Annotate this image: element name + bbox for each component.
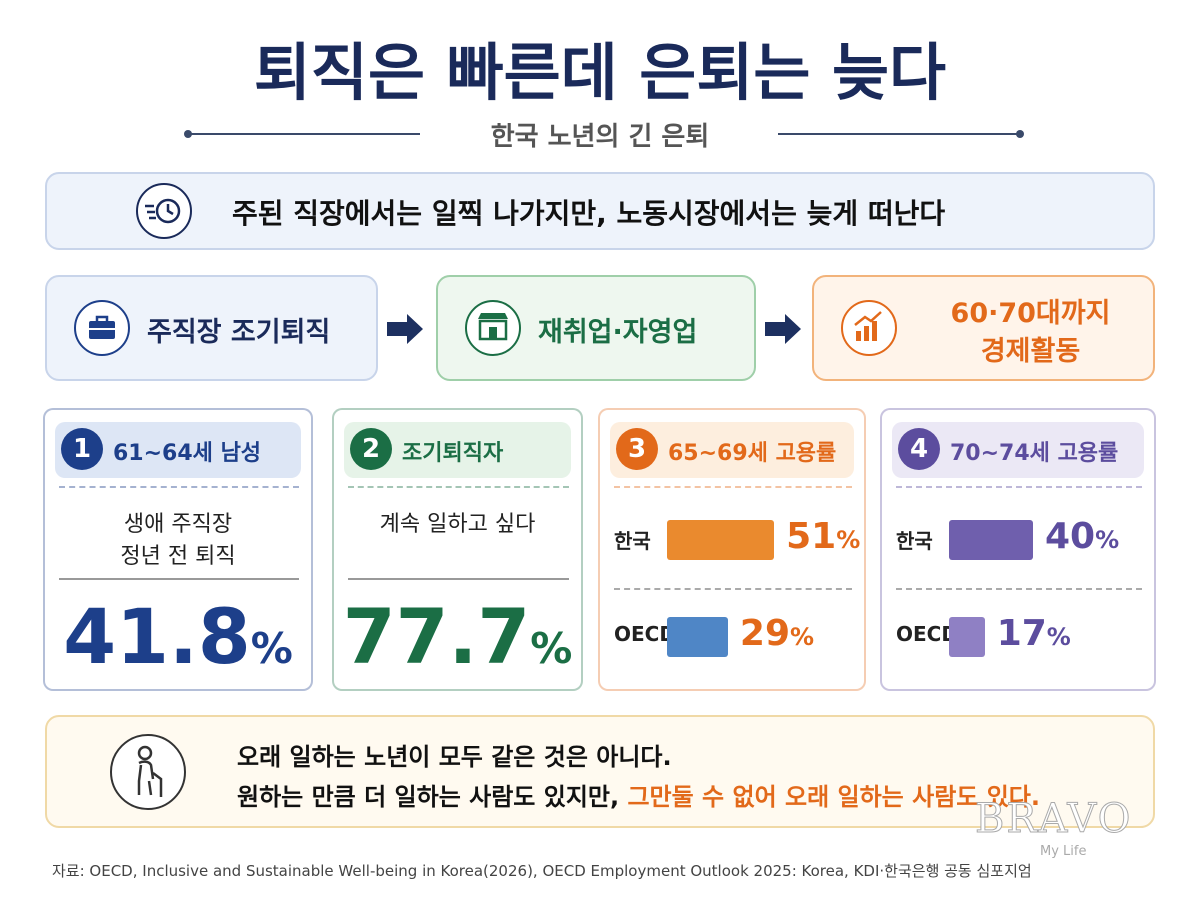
bar-label: OECD <box>614 622 676 646</box>
step-arrows <box>387 314 801 344</box>
divider <box>896 588 1142 590</box>
bar <box>949 617 985 657</box>
step-icon <box>841 300 897 356</box>
banner-text: 주된 직장에서는 일찍 나가지만, 노동시장에서는 늦게 떠난다 <box>232 197 946 230</box>
bar-value-wrap: 17% <box>997 613 1071 654</box>
step-text: 경제활동 <box>980 336 1081 367</box>
bar-value-wrap: 51% <box>786 516 860 557</box>
bar <box>949 520 1033 560</box>
card-desc: 계속 일하고 싶다 <box>379 512 536 537</box>
divider <box>896 486 1142 488</box>
bar-unit: % <box>790 623 815 651</box>
divider <box>614 588 852 590</box>
bar-value: 29 <box>739 613 790 654</box>
card-header: 1 61~64세 남성 <box>55 422 301 478</box>
note-line1: 오래 일하는 노년이 모두 같은 것은 아니다. <box>237 743 672 771</box>
card-number: 4 <box>898 428 940 470</box>
bar-unit: % <box>836 526 861 554</box>
divider <box>614 486 852 488</box>
card-number: 1 <box>61 428 103 470</box>
card-label: 61~64세 남성 <box>113 441 262 466</box>
bar-value: 40 <box>1045 516 1096 557</box>
bar-value-wrap: 29% <box>740 613 814 654</box>
bar <box>667 617 728 657</box>
step-icon <box>465 300 521 356</box>
card-header: 4 70~74세 고용률 <box>892 422 1144 478</box>
note-highlight: 그만둘 수 없어 오래 일하는 사람도 있다. <box>627 783 1040 811</box>
bar-unit: % <box>1095 526 1120 554</box>
card-header: 3 65~69세 고용률 <box>610 422 854 478</box>
banner: 주된 직장에서는 일찍 나가지만, 노동시장에서는 늦게 떠난다 <box>45 172 1155 250</box>
note-line2: 원하는 만큼 더 일하는 사람도 있지만, 그만둘 수 없어 오래 일하는 사람… <box>237 777 1040 812</box>
step-box: 재취업·자영업 <box>436 275 756 381</box>
bar-label: 한국 <box>896 529 933 553</box>
subtitle: 한국 노년의 긴 은퇴 <box>490 122 710 152</box>
card-desc: 생애 주직장 <box>123 512 233 537</box>
note-text: 원하는 만큼 더 일하는 사람도 있지만, <box>237 783 628 811</box>
card-unit: % <box>250 624 293 673</box>
divider <box>348 578 569 580</box>
card-number: 2 <box>350 428 392 470</box>
divider <box>348 486 569 488</box>
step-text: 60·70대까지 <box>950 298 1111 329</box>
card-label: 조기퇴직자 <box>402 441 504 466</box>
subtitle-rule <box>184 130 1024 138</box>
card-value-wrap: 77.7% <box>334 592 581 681</box>
bar-value: 51 <box>786 516 837 557</box>
bar-value-wrap: 40% <box>1045 516 1119 557</box>
card-desc: 정년 전 퇴직 <box>120 544 236 569</box>
step-text: 주직장 조기퇴직 <box>147 317 331 348</box>
card-value-wrap: 41.8% <box>45 592 311 681</box>
divider <box>59 486 299 488</box>
elder-icon <box>110 734 186 810</box>
step-icon <box>74 300 130 356</box>
card-value: 41.8 <box>63 592 251 681</box>
watermark-tagline: My Life <box>1040 844 1087 859</box>
clock-icon <box>136 183 192 239</box>
bar-label: 한국 <box>614 529 651 553</box>
note-box: 오래 일하는 노년이 모두 같은 것은 아니다. 원하는 만큼 더 일하는 사람… <box>45 715 1155 828</box>
divider <box>59 578 299 580</box>
title: 퇴직은 빠른데 은퇴는 늦다 <box>253 36 947 109</box>
card-label: 70~74세 고용률 <box>950 441 1119 466</box>
card-label: 65~69세 고용률 <box>668 441 837 466</box>
card-value: 77.7 <box>342 592 531 681</box>
card-unit: % <box>530 624 573 673</box>
step-box: 주직장 조기퇴직 <box>45 275 378 381</box>
bar-value: 17 <box>996 613 1047 654</box>
card-number: 3 <box>616 428 658 470</box>
card-header: 2 조기퇴직자 <box>344 422 571 478</box>
bar-label: OECD <box>896 622 958 646</box>
bar-unit: % <box>1046 623 1071 651</box>
watermark-brand: BRAVO <box>974 796 1133 843</box>
source: 자료: OECD, Inclusive and Sustainable Well… <box>52 862 1032 880</box>
step-text: 재취업·자영업 <box>538 317 698 348</box>
bar <box>667 520 775 560</box>
